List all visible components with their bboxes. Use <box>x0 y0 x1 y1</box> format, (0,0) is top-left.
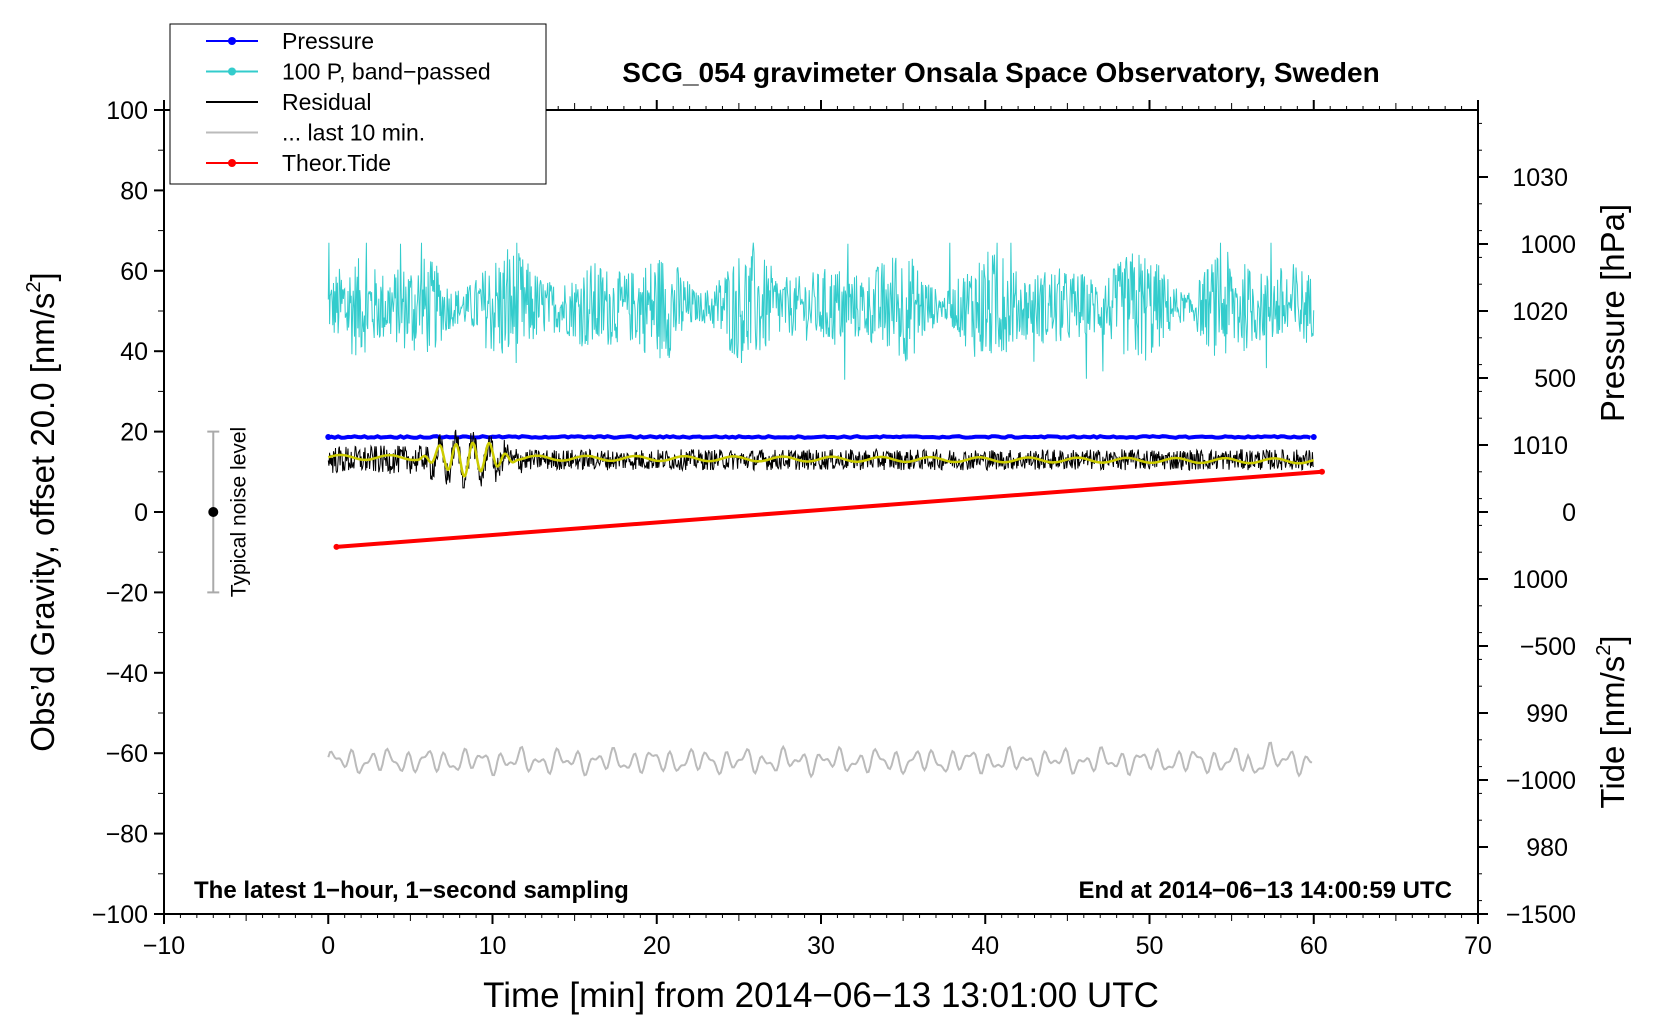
y-axis-label-main: Obs’d Gravity, offset 20.0 [nm/s <box>24 293 61 752</box>
y-tick-label: 0 <box>134 499 148 527</box>
series-tide-point <box>333 543 340 550</box>
series-pressure-point <box>1310 433 1317 440</box>
y-tick-label: −100 <box>92 901 148 929</box>
x-tick-label: 30 <box>807 932 835 960</box>
legend-swatch-marker <box>228 159 236 167</box>
legend-box <box>169 23 547 185</box>
series-pressure-point <box>325 433 332 440</box>
x-tick-label: 20 <box>643 932 671 960</box>
y-axis-label-sup: 2 <box>23 281 45 292</box>
series-tide-point <box>1318 468 1325 475</box>
y-tick-label: −80 <box>106 821 148 849</box>
tide-tick-label: 1000 <box>1520 231 1576 259</box>
series-residual-line <box>327 429 1314 489</box>
ticks-layer: −10 0 10 20 30 40 50 60 70100806040200−20−40−60−… <box>92 97 1576 960</box>
pressure-tick-label: 990 <box>1526 700 1568 728</box>
annotation-left: The latest 1−hour, 1−second sampling <box>194 877 629 904</box>
pressure-tick-label: 1010 <box>1512 432 1568 460</box>
y-tick-label: −40 <box>106 660 148 688</box>
legend: Pressure 100 P, band−passed Residual ... la… <box>169 23 547 185</box>
y-tick-label: 100 <box>106 97 148 125</box>
legend-label: ... last 10 min. <box>282 120 425 146</box>
x-tick-label: 10 <box>479 932 507 960</box>
legend-label: Pressure <box>282 28 374 54</box>
noise-level-bar: Typical noise level <box>207 427 250 597</box>
pressure-axis-label: Pressure [hPa] <box>1594 204 1631 422</box>
y-tick-label: 80 <box>120 177 148 205</box>
noise-bar-label: Typical noise level <box>227 427 250 597</box>
tide-tick-label: −500 <box>1520 633 1576 661</box>
noise-bar-center-point <box>208 507 219 517</box>
x-tick-label: 0 <box>321 932 335 960</box>
x-tick-label: 60 <box>1300 932 1328 960</box>
tide-axis-label-sup: 2 <box>1593 645 1615 656</box>
annotation-right: End at 2014−06−13 14:00:59 UTC <box>1078 877 1452 904</box>
tide-axis-label-close: ] <box>1594 635 1631 644</box>
legend-label: Theor.Tide <box>282 150 391 176</box>
pressure-tick-label: 1020 <box>1512 298 1568 326</box>
series-bandpassed-pressure-line <box>327 242 1315 380</box>
tide-tick-label: −1500 <box>1506 901 1576 929</box>
x-tick-label: 40 <box>971 932 999 960</box>
x-axis-label: Time [min] from 2014−06−13 13:01:00 UTC <box>483 976 1159 1015</box>
tide-tick-label: 0 <box>1562 499 1576 527</box>
tide-tick-label: −1000 <box>1506 767 1576 795</box>
legend-swatch-marker <box>228 67 236 76</box>
pressure-tick-label: 1030 <box>1512 164 1568 192</box>
tide-tick-label: 500 <box>1534 365 1576 393</box>
legend-swatch-marker <box>228 37 236 45</box>
y-tick-label: −60 <box>106 740 148 768</box>
y-tick-label: 20 <box>120 419 148 447</box>
tide-axis-label: Tide [nm/s2] <box>1593 635 1631 808</box>
pressure-tick-label: 980 <box>1526 834 1568 862</box>
series-tide-line <box>336 469 1323 549</box>
series-smoothed-residual-line <box>327 441 1314 478</box>
y-tick-label: −20 <box>106 579 148 607</box>
x-tick-label: −10 <box>143 932 185 960</box>
y-axis-label: Obs’d Gravity, offset 20.0 [nm/s2] <box>23 272 61 751</box>
x-tick-label: 70 <box>1464 932 1492 960</box>
x-tick-label: 50 <box>1136 932 1164 960</box>
series-last10min-line <box>327 741 1313 779</box>
y-axis-label-close: ] <box>24 272 61 281</box>
chart-title: SCG_054 gravimeter Onsala Space Observat… <box>622 57 1379 88</box>
series-layer <box>325 242 1325 779</box>
series-pressure-line <box>327 434 1312 440</box>
pressure-tick-label: 1000 <box>1512 566 1568 594</box>
legend-label: 100 P, band−passed <box>282 59 491 85</box>
y-tick-label: 60 <box>120 258 148 286</box>
y-tick-label: 40 <box>120 338 148 366</box>
tide-axis-label-main: Tide [nm/s <box>1594 656 1631 809</box>
legend-label: Residual <box>282 89 372 115</box>
